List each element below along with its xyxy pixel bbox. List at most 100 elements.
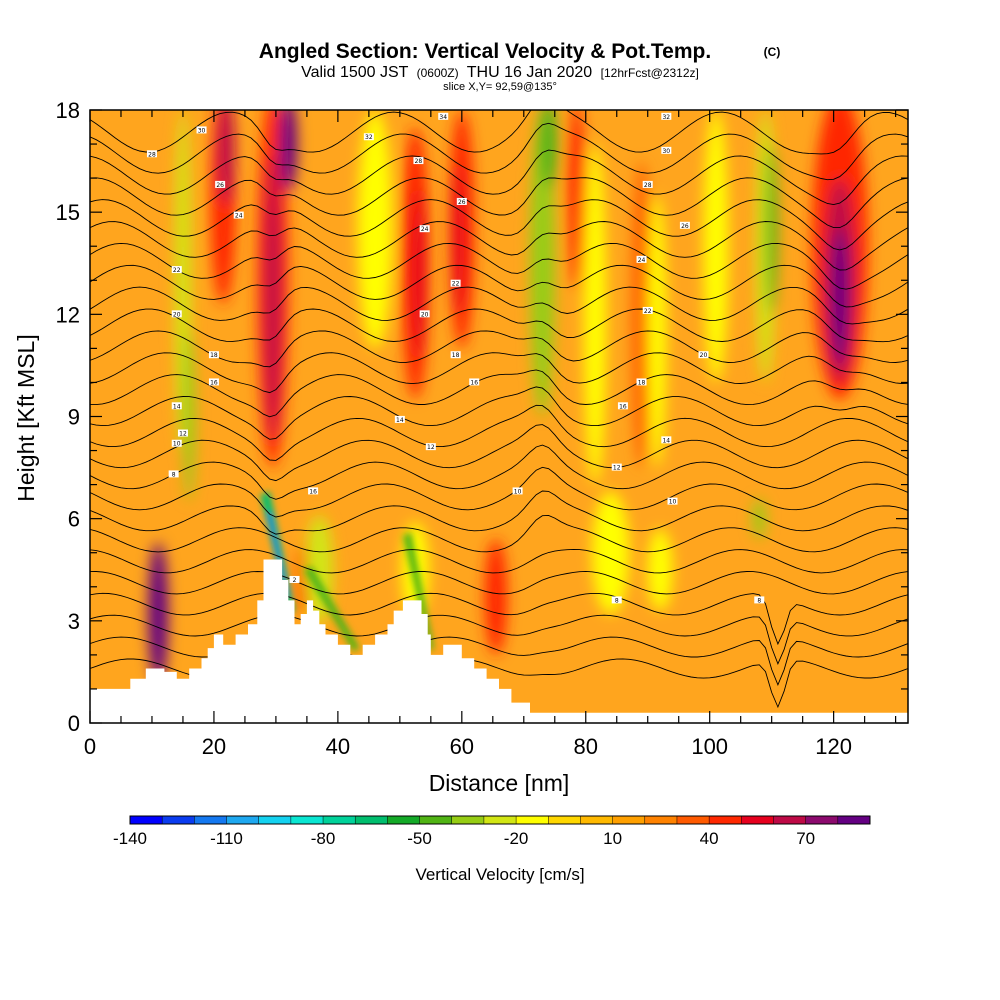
- x-tick-label: 120: [815, 734, 852, 759]
- isentrope-9: [90, 444, 908, 500]
- colorbar-swatch: [387, 816, 420, 824]
- colorbar-swatch: [548, 816, 581, 824]
- contour-label: 28: [415, 158, 423, 165]
- colorbar-swatch: [323, 816, 356, 824]
- contour-label: 18: [452, 352, 460, 359]
- terrain-mask: [90, 559, 908, 723]
- chart-slice-info: slice X,Y= 92,59@135°: [443, 81, 557, 93]
- lee-band-1: [303, 566, 360, 652]
- contour-labels: 8101214161820222426283032341416182022242…: [146, 112, 765, 604]
- contour-label-bg: [196, 126, 207, 134]
- updraft-plume-12: [484, 539, 508, 655]
- colorbar-tick-label: -80: [311, 829, 336, 848]
- contour-label-bg: [754, 596, 765, 604]
- contour-label-bg: [289, 575, 300, 583]
- isentrope-22: [90, 177, 908, 229]
- x-tick-label: 100: [691, 734, 728, 759]
- isentrope-6: [90, 514, 908, 553]
- isentrope-14: [90, 352, 908, 394]
- updraft-plume-17: [831, 229, 848, 366]
- isentrope-7: [90, 490, 908, 535]
- contour-label-bg: [456, 197, 467, 205]
- contour-label-bg: [363, 133, 374, 141]
- isentrope-24: [90, 122, 908, 181]
- contour-label: 10: [173, 441, 181, 448]
- isentrope-19: [90, 242, 908, 290]
- contour-label-bg: [171, 402, 182, 410]
- potential-temperature-contours: [90, 110, 908, 709]
- colorbar-swatch: [741, 816, 774, 824]
- y-tick-label: 0: [68, 711, 80, 736]
- updraft-plume-9: [411, 188, 426, 359]
- contour-label: 8: [172, 471, 176, 478]
- colorbar-swatch: [451, 816, 485, 824]
- contour-label-bg: [168, 470, 179, 478]
- contour-label: 16: [210, 379, 218, 386]
- contour-label-bg: [698, 351, 709, 359]
- contour-label-bg: [438, 112, 449, 120]
- contour-label-bg: [394, 415, 405, 423]
- colorbar-swatch: [419, 816, 453, 824]
- colorbar-swatch: [226, 816, 259, 824]
- contour-label: 22: [173, 267, 181, 274]
- contour-label: 24: [638, 257, 646, 264]
- colorbar-swatch: [483, 816, 517, 824]
- colorbar-swatch: [612, 816, 646, 824]
- contour-label-bg: [450, 351, 461, 359]
- updraft-plume-1: [153, 573, 164, 669]
- contour-label: 18: [210, 352, 218, 359]
- subtitle-valid-time: Valid 1500 JST: [301, 64, 409, 81]
- contour-label-bg: [611, 596, 622, 604]
- colorbar-swatch: [676, 816, 710, 824]
- x-tick-label: 80: [574, 734, 598, 759]
- colorbar-swatch: [644, 816, 678, 824]
- plot-area: 8101214161820222426283032341416182022242…: [90, 110, 908, 723]
- subtitle-utc-time: (0600Z): [417, 66, 459, 80]
- chart-title: Angled Section: Vertical Velocity & Pot.…: [259, 40, 711, 63]
- subtitle-forecast: [12hrFcst@2312z]: [601, 66, 699, 80]
- y-axis: 0 3 6 9 12 15 18: [56, 98, 908, 736]
- colorbar-frame: [129, 815, 871, 825]
- updraft-plume-11: [452, 164, 465, 315]
- contour-label: 30: [198, 127, 206, 134]
- contour-label: 14: [396, 417, 404, 424]
- contour-label-bg: [617, 402, 628, 410]
- contour-label-bg: [611, 463, 622, 471]
- colorbar-tick-label: 10: [603, 829, 622, 848]
- contour-label: 30: [662, 148, 670, 155]
- contour-label: 20: [700, 352, 708, 359]
- contour-label: 26: [458, 199, 466, 206]
- contour-label-bg: [450, 279, 461, 287]
- contour-label: 28: [644, 182, 652, 189]
- y-tick-label: 3: [68, 609, 80, 634]
- subtitle-date: THU 16 Jan 2020: [467, 64, 593, 81]
- isentrope-18: [90, 264, 908, 308]
- colorbar-swatch: [290, 816, 324, 824]
- downdraft-streak-2: [357, 110, 393, 349]
- updraft-plume-13: [568, 110, 585, 291]
- contour-label-bg: [425, 443, 436, 451]
- contour-label: 32: [662, 114, 670, 121]
- contour-label: 22: [644, 308, 652, 315]
- updraft-plume-5: [264, 154, 281, 441]
- contour-label-bg: [308, 487, 319, 495]
- contour-label: 34: [439, 114, 447, 121]
- colorbar-swatch: [355, 816, 388, 824]
- downdraft-streak-5: [583, 144, 607, 485]
- colorbar-label: Vertical Velocity [cm/s]: [415, 865, 584, 884]
- y-tick-label: 18: [56, 98, 80, 123]
- x-tick-label: 0: [84, 734, 96, 759]
- isentrope-23: [90, 149, 908, 206]
- contour-label-bg: [233, 211, 244, 219]
- x-axis: 0 20 40 60 80 100 120: [84, 110, 897, 759]
- contour-label: 22: [452, 281, 460, 288]
- colorbar-tick-label: 70: [796, 829, 815, 848]
- contour-label-bg: [171, 310, 182, 318]
- isentrope-25: [90, 110, 908, 155]
- contour-label-bg: [469, 378, 480, 386]
- downdraft-streak-10: [591, 491, 630, 615]
- contour-label-bg: [667, 497, 678, 505]
- y-tick-label: 15: [56, 200, 80, 225]
- contour-label: 14: [173, 403, 181, 410]
- y-tick-label: 9: [68, 405, 80, 430]
